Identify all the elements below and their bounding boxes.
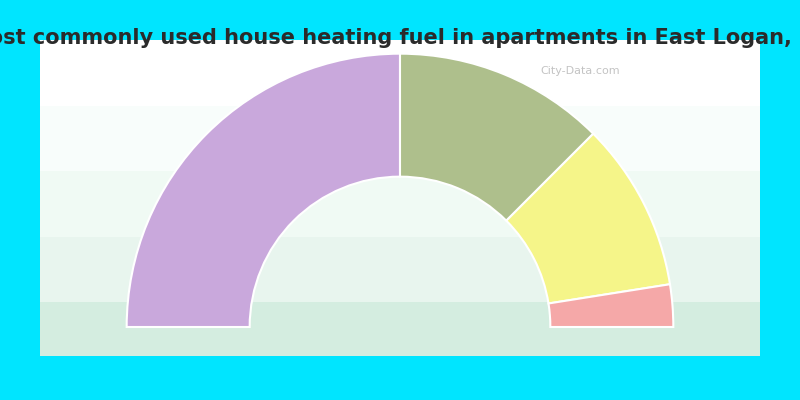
Text: Most commonly used house heating fuel in apartments in East Logan, OK: Most commonly used house heating fuel in…	[0, 28, 800, 48]
Wedge shape	[549, 284, 674, 327]
Wedge shape	[400, 54, 594, 221]
Wedge shape	[506, 134, 670, 304]
Wedge shape	[126, 54, 400, 327]
Legend: Utility gas, Bottled, tank, or LP gas, Electricity, Wood: Utility gas, Bottled, tank, or LP gas, E…	[138, 364, 662, 389]
Legend: Utility gas, Bottled, tank, or LP gas, Electricity, Wood: Utility gas, Bottled, tank, or LP gas, E…	[129, 378, 671, 400]
Text: City-Data.com: City-Data.com	[541, 66, 620, 76]
